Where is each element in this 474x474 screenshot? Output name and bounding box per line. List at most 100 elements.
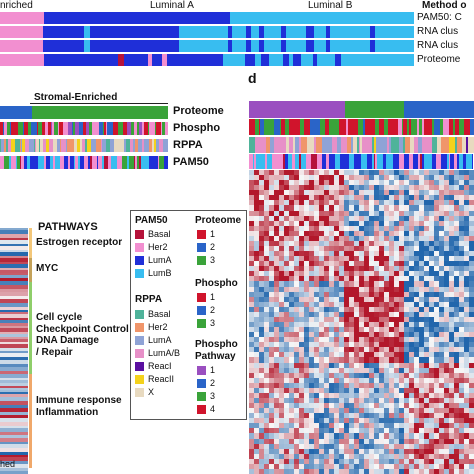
heatmap-cell — [294, 276, 299, 282]
swatch — [135, 322, 144, 332]
heatmap-cell — [374, 170, 379, 176]
heatmap-cell — [389, 230, 394, 236]
heatmap-cell — [374, 387, 379, 393]
heatmap-cell — [459, 205, 464, 211]
track-segment — [300, 54, 313, 66]
pathway-strip-row — [0, 401, 28, 405]
heatmap-cell — [454, 347, 459, 353]
pathway-strip-row — [0, 468, 28, 471]
heatmap-cell — [429, 205, 434, 211]
track-segment — [254, 137, 261, 153]
heatmap-cell — [414, 463, 419, 469]
heatmap-cell — [404, 382, 409, 388]
legend-item-rppa-her2: Her2 — [135, 322, 168, 332]
track-segment — [404, 137, 407, 153]
heatmap-cell — [364, 276, 369, 282]
heatmap-cell — [259, 230, 264, 236]
group-label-luminal-b: Luminal B — [308, 0, 353, 11]
heatmap-cell — [469, 235, 474, 241]
heatmap-cell — [269, 433, 274, 439]
heatmap-cell — [354, 190, 359, 196]
heatmap-cell — [274, 230, 279, 236]
heatmap-cell — [354, 362, 359, 368]
heatmap-cell — [449, 321, 454, 328]
track-segment — [143, 156, 146, 169]
heatmap-cell — [304, 458, 309, 464]
heatmap-cell — [294, 357, 299, 363]
heatmap-cell — [279, 423, 284, 429]
heatmap-cell — [284, 175, 289, 181]
heatmap-cell — [304, 245, 309, 252]
heatmap-cell — [329, 468, 334, 474]
heatmap-cell — [349, 180, 354, 186]
heatmap-cell — [324, 468, 329, 474]
track-segment — [313, 26, 326, 38]
heatmap-cell — [464, 337, 469, 343]
heatmap-cell — [459, 311, 464, 317]
heatmap-cell — [269, 342, 274, 348]
heatmap-cell — [354, 185, 359, 191]
heatmap-cell — [364, 332, 369, 338]
heatmap-cell — [404, 261, 409, 267]
heatmap-cell — [454, 337, 459, 343]
track-segment — [57, 139, 61, 152]
mid-track-rppa — [0, 139, 168, 152]
heatmap-cell — [339, 332, 344, 338]
track-segment — [32, 139, 34, 152]
heatmap-cell — [284, 306, 289, 312]
heatmap-cell — [319, 387, 324, 393]
heatmap-cell — [279, 392, 284, 398]
heatmap-cell — [369, 200, 374, 206]
heatmap-cell — [364, 403, 369, 409]
heatmap-cell — [309, 332, 314, 338]
heatmap-cell — [259, 180, 264, 186]
track-segment — [47, 122, 51, 135]
heatmap-cell — [444, 205, 449, 211]
heatmap-cell — [259, 321, 264, 328]
track-segment — [388, 119, 392, 135]
heatmap-cell — [354, 205, 359, 211]
track-segment — [65, 139, 67, 152]
heatmap-cell — [469, 215, 474, 221]
heatmap-cell — [464, 170, 469, 176]
heatmap-cell — [399, 443, 404, 449]
heatmap-cell — [384, 225, 389, 231]
heatmap-cell — [259, 327, 264, 333]
heatmap-cell — [254, 433, 259, 439]
heatmap-cell — [259, 225, 264, 231]
heatmap-cell — [384, 382, 389, 388]
heatmap-cell — [364, 438, 369, 444]
heatmap-cell — [254, 195, 259, 201]
track-segment — [420, 154, 422, 169]
heatmap-cell — [374, 342, 379, 348]
track-segment — [373, 137, 376, 153]
heatmap-cell — [434, 382, 439, 388]
heatmap-cell — [399, 408, 404, 414]
heatmap-cell — [334, 367, 339, 373]
heatmap-cell — [389, 185, 394, 191]
heatmap-cell — [269, 468, 274, 474]
heatmap-cell — [279, 185, 284, 191]
track-segment — [28, 122, 31, 135]
heatmap-cell — [334, 403, 339, 409]
track-segment — [289, 137, 294, 153]
heatmap-cell — [439, 377, 444, 383]
track-segment — [227, 40, 233, 52]
heatmap-cell — [279, 337, 284, 343]
heatmap-cell — [269, 281, 274, 287]
track-segment — [43, 40, 85, 52]
heatmap-cell — [459, 306, 464, 312]
heatmap-cell — [464, 235, 469, 241]
track-segment — [15, 156, 18, 169]
heatmap-cell — [359, 352, 364, 358]
heatmap-cell — [389, 392, 394, 398]
heatmap-cell — [369, 342, 374, 348]
heatmap-cell — [269, 286, 274, 292]
heatmap-cell — [279, 418, 284, 424]
heatmap-cell — [409, 403, 414, 409]
heatmap-cell — [404, 316, 409, 322]
heatmap-cell — [439, 240, 444, 246]
heatmap-cell — [334, 296, 339, 302]
heatmap-cell — [324, 332, 329, 338]
swatch — [197, 229, 206, 239]
